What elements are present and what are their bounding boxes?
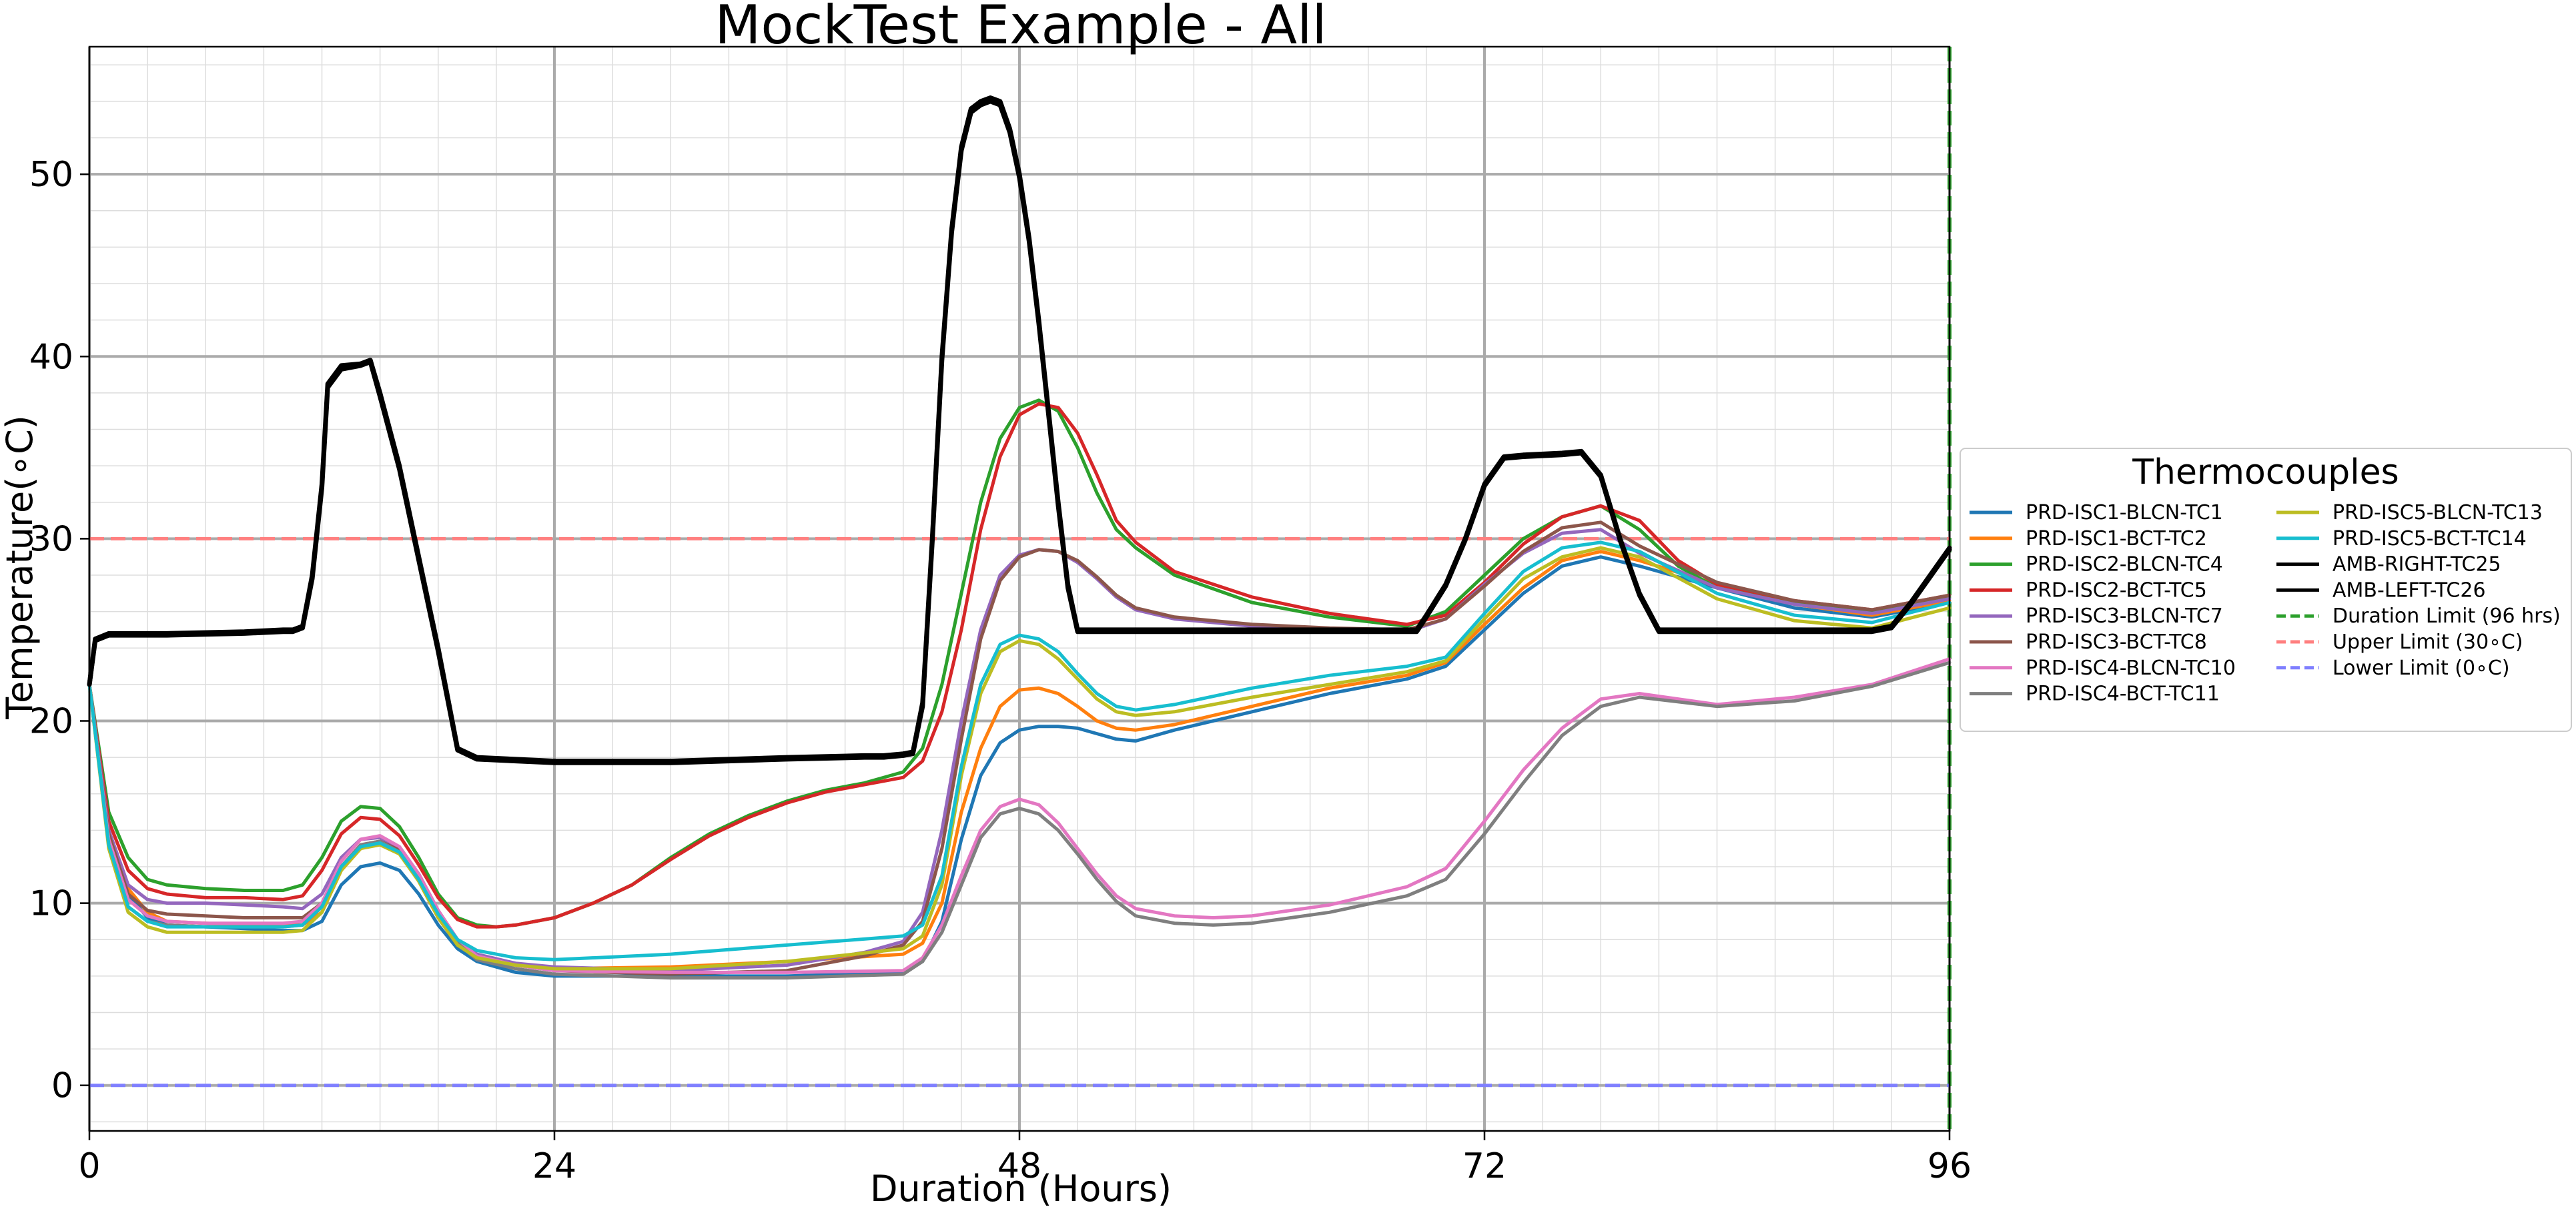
legend-entry-label: PRD-ISC3-BLCN-TC7: [2026, 604, 2223, 628]
y-tick-label: 20: [29, 702, 73, 742]
legend-entry-label: PRD-ISC3-BCT-TC8: [2026, 631, 2207, 654]
y-tick-label: 30: [29, 519, 73, 559]
y-axis-ticks: 0 10 20 30 40 50: [29, 155, 89, 1106]
legend-title: Thermocouples: [2132, 452, 2399, 492]
legend-entry-label: AMB-RIGHT-TC25: [2332, 553, 2501, 576]
legend-entry-label: PRD-ISC4-BLCN-TC10: [2026, 657, 2236, 680]
x-tick-label: 0: [78, 1146, 100, 1186]
y-tick-label: 10: [29, 884, 73, 924]
legend-entry-label: PRD-ISC5-BLCN-TC13: [2332, 501, 2543, 524]
x-axis-ticks: 0 24 48 72 96: [78, 1131, 1972, 1186]
legend-entry-label: PRD-ISC5-BCT-TC14: [2332, 527, 2527, 550]
x-tick-label: 72: [1462, 1146, 1507, 1186]
series-line-prd-isc3-bct-tc8: [87, 520, 1952, 976]
chart-title: MockTest Example - All: [715, 0, 1326, 56]
legend-entry-label: AMB-LEFT-TC26: [2332, 578, 2486, 602]
y-tick-label: 40: [29, 337, 73, 377]
x-axis-label: Duration (Hours): [870, 1168, 1172, 1210]
series-line-amb-left-tc26: [87, 99, 1952, 765]
major-gridlines: [88, 47, 1951, 1131]
y-tick-label: 50: [29, 155, 73, 195]
legend-entry-label: PRD-ISC4-BCT-TC11: [2026, 683, 2220, 706]
series-line-prd-isc4-blcn-tc10: [87, 657, 1952, 974]
legend-entry-label: PRD-ISC2-BCT-TC5: [2026, 578, 2207, 602]
legend-entry-label: PRD-ISC1-BCT-TC2: [2026, 527, 2207, 550]
y-axis-label: Temperature(∘C): [0, 415, 41, 720]
x-tick-label: 48: [997, 1146, 1041, 1186]
series-line-prd-isc2-bct-tc5: [87, 402, 1952, 929]
series-line-prd-isc2-blcn-tc4: [87, 398, 1952, 929]
y-tick-label: 0: [51, 1066, 73, 1106]
legend-entry-label: Lower Limit (0∘C): [2332, 657, 2510, 680]
series-line-prd-isc5-bct-tc14: [87, 540, 1952, 961]
legend: Thermocouples PRD-ISC1-BLCN-TC1PRD-ISC1-…: [1960, 448, 2572, 732]
legend-entry-label: Duration Limit (96 hrs): [2332, 604, 2561, 628]
x-tick-label: 24: [532, 1146, 576, 1186]
series-line-prd-isc5-blcn-tc13: [87, 546, 1952, 971]
x-tick-label: 96: [1927, 1146, 1972, 1186]
series-lines: [87, 95, 1952, 980]
legend-entry-label: Upper Limit (30∘C): [2332, 631, 2523, 654]
legend-box: [1960, 448, 2572, 732]
legend-entry-label: PRD-ISC1-BLCN-TC1: [2026, 501, 2223, 524]
legend-entry-label: PRD-ISC2-BLCN-TC4: [2026, 553, 2223, 576]
legend-entries: PRD-ISC1-BLCN-TC1 PRD-ISC1-BCT-TC2 PRD-ISC…: [1970, 501, 2561, 706]
